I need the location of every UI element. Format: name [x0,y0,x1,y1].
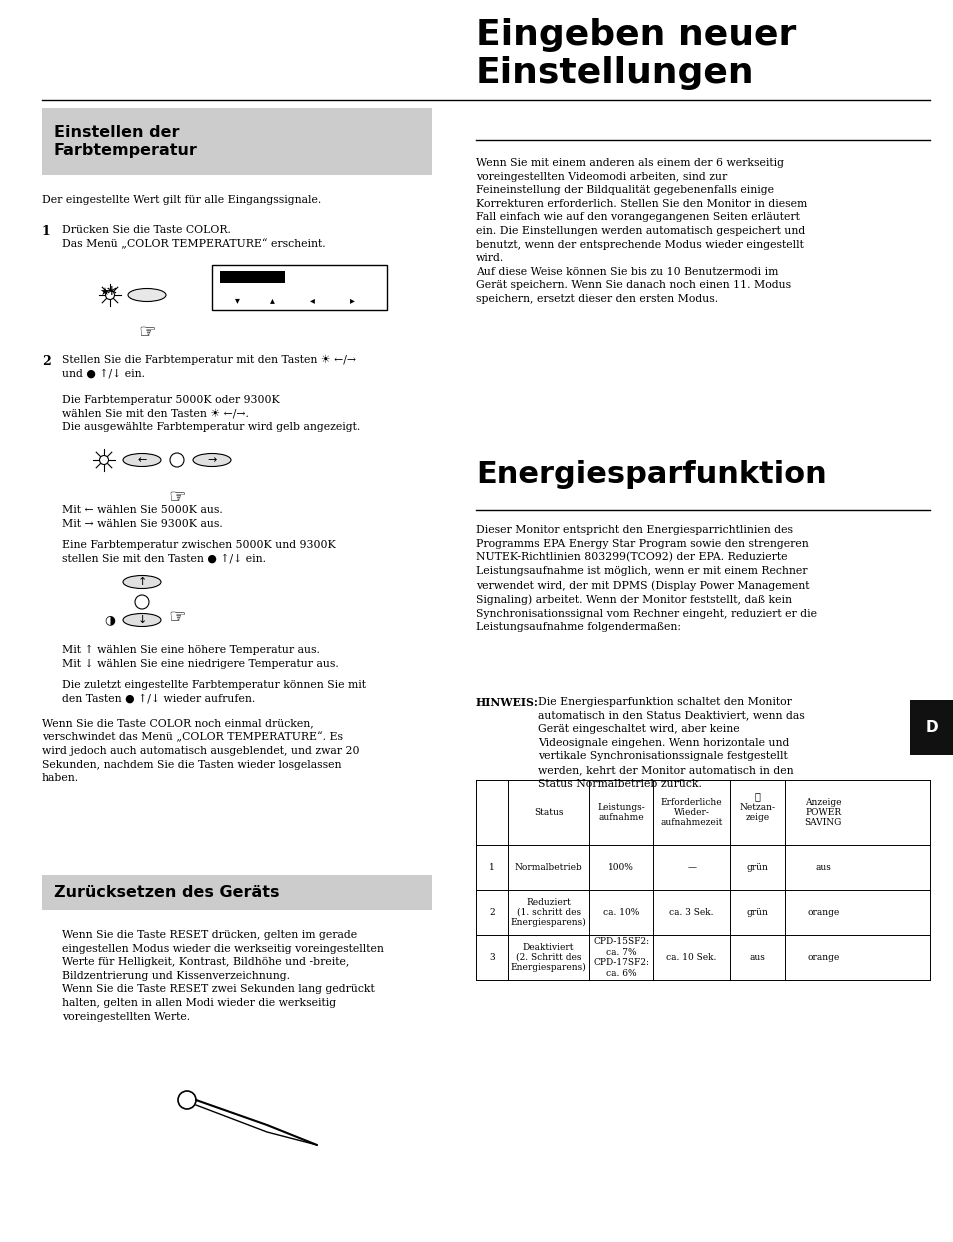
Text: Netzan-
zeige: Netzan- zeige [739,802,775,822]
Text: Zurücksetzen des Geräts: Zurücksetzen des Geräts [54,886,279,900]
Text: Status: Status [534,809,563,817]
Text: Drücken Sie die Taste COLOR.
Das Menü „COLOR TEMPERATURE“ erscheint.: Drücken Sie die Taste COLOR. Das Menü „C… [62,225,325,250]
Text: Deaktiviert
(2. Schritt des
Energiesparens): Deaktiviert (2. Schritt des Energiespare… [510,943,586,972]
Ellipse shape [123,453,161,467]
Text: CPD-15SF2:
ca. 7%
CPD-17SF2:
ca. 6%: CPD-15SF2: ca. 7% CPD-17SF2: ca. 6% [593,938,649,977]
Text: Stellen Sie die Farbtemperatur mit den Tasten ☀ ←/→
und ● ↑/↓ ein.: Stellen Sie die Farbtemperatur mit den T… [62,355,355,379]
Text: ↑: ↑ [137,578,147,587]
Text: Erforderliche
Wieder-
aufnahmezeit: Erforderliche Wieder- aufnahmezeit [659,797,722,827]
Text: ☞: ☞ [138,323,155,342]
Text: →: → [207,455,216,465]
Text: Die zuletzt eingestellte Farbtemperatur können Sie mit
den Tasten ● ↑/↓ wieder a: Die zuletzt eingestellte Farbtemperatur … [62,681,366,704]
Circle shape [99,456,109,465]
Text: ★: ★ [99,288,109,298]
Text: Die Farbtemperatur 5000K oder 9300K
wählen Sie mit den Tasten ☀ ←/→.
Die ausgewä: Die Farbtemperatur 5000K oder 9300K wähl… [62,395,360,432]
Text: 2: 2 [42,355,51,368]
Text: Eingeben neuer
Einstellungen: Eingeben neuer Einstellungen [476,17,796,91]
Ellipse shape [193,453,231,467]
Text: Normalbetrieb: Normalbetrieb [515,863,582,872]
Text: ca. 10 Sek.: ca. 10 Sek. [666,953,716,963]
Text: —: — [686,863,696,872]
Text: aus: aus [815,863,830,872]
Circle shape [135,595,149,609]
Text: ☞: ☞ [168,609,186,627]
Text: Dieser Monitor entspricht den Energiesparrichtlinien des
Programms EPA Energy St: Dieser Monitor entspricht den Energiespa… [476,525,816,632]
Text: ◂: ◂ [309,296,314,306]
Text: Mit ↑ wählen Sie eine höhere Temperatur aus.
Mit ↓ wählen Sie eine niedrigere Te: Mit ↑ wählen Sie eine höhere Temperatur … [62,645,338,668]
Text: 2: 2 [489,908,495,917]
Bar [42,108,432,175]
Text: Der eingestellte Wert gilt für alle Eingangssignale.: Der eingestellte Wert gilt für alle Eing… [42,195,321,205]
Text: aus: aus [749,953,764,963]
Text: Anzeige
POWER
SAVING: Anzeige POWER SAVING [803,797,841,827]
Text: Energiesparfunktion: Energiesparfunktion [476,460,826,489]
Text: Mit ← wählen Sie 5000K aus.
Mit → wählen Sie 9300K aus.: Mit ← wählen Sie 5000K aus. Mit → wählen… [62,505,222,529]
Ellipse shape [123,614,161,626]
Bar [909,700,953,755]
Text: 3: 3 [489,953,495,963]
Text: ←: ← [137,455,147,465]
Text: orange: orange [806,908,839,917]
Circle shape [178,1090,195,1109]
Bar [220,271,285,283]
Text: orange: orange [806,953,839,963]
Bar [212,265,387,310]
Circle shape [170,453,184,467]
Text: ⏻: ⏻ [754,791,760,801]
Text: grün: grün [746,863,767,872]
Text: *: * [107,286,116,304]
Text: ↓: ↓ [137,615,147,625]
Text: ☞: ☞ [168,488,186,507]
Text: Wenn Sie die Taste COLOR noch einmal drücken,
verschwindet das Menü „COLOR TEMPE: Wenn Sie die Taste COLOR noch einmal drü… [42,718,359,784]
Circle shape [106,291,114,299]
Text: Wenn Sie die Taste RESET drücken, gelten im gerade
eingestellen Modus wieder die: Wenn Sie die Taste RESET drücken, gelten… [62,930,383,1022]
Text: Die Energiesparfunktion schaltet den Monitor
automatisch in den Status Deaktivie: Die Energiesparfunktion schaltet den Mon… [537,697,804,789]
Text: Leistungs-
aufnahme: Leistungs- aufnahme [597,802,644,822]
Text: HINWEIS:: HINWEIS: [476,697,538,708]
Text: D: D [924,720,938,735]
Text: ca. 3 Sek.: ca. 3 Sek. [669,908,713,917]
Text: ◑: ◑ [105,614,115,626]
Text: ▸: ▸ [349,296,355,306]
Text: 100%: 100% [608,863,634,872]
Text: Eine Farbtemperatur zwischen 5000K und 9300K
stellen Sie mit den Tasten ● ↑/↓ ei: Eine Farbtemperatur zwischen 5000K und 9… [62,540,335,564]
Ellipse shape [128,288,166,302]
Text: ca. 10%: ca. 10% [602,908,639,917]
Text: Reduziert
(1. schritt des
Energiesparens): Reduziert (1. schritt des Energiesparens… [510,898,586,928]
Text: Wenn Sie mit einem anderen als einem der 6 werkseitig
voreingestellten Videomodi: Wenn Sie mit einem anderen als einem der… [476,158,806,304]
Text: ▾: ▾ [234,296,239,306]
Ellipse shape [123,575,161,589]
Text: Einstellen der
Farbtemperatur: Einstellen der Farbtemperatur [54,124,197,158]
Text: 1: 1 [42,225,51,238]
Bar [42,876,432,910]
Text: ▴: ▴ [270,296,274,306]
Text: 1: 1 [489,863,495,872]
Text: grün: grün [746,908,767,917]
